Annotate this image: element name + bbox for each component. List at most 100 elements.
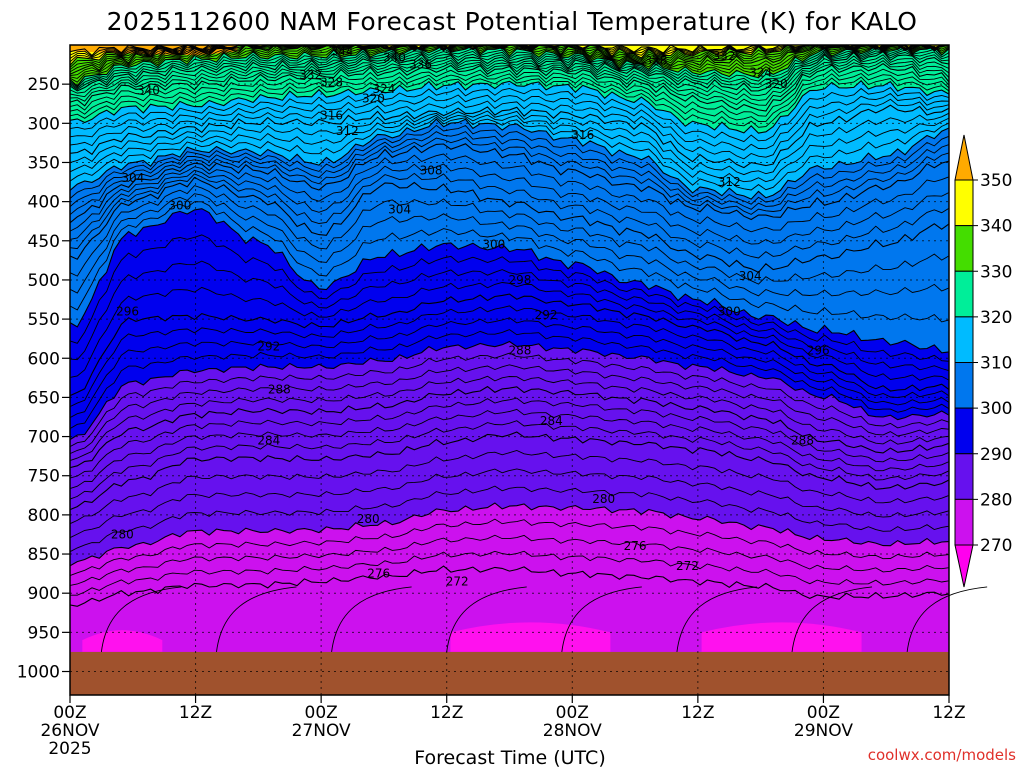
contour-label: 332	[299, 68, 322, 82]
isentrope-312	[69, 118, 950, 200]
contour-label: 304	[739, 269, 762, 283]
contour-label: 288	[268, 383, 291, 397]
isentrope-minor	[69, 87, 950, 143]
colorbar-band-280	[954, 453, 974, 500]
y-tick-label: 500	[28, 271, 60, 291]
chart-title: 2025112600 NAM Forecast Potential Temper…	[107, 7, 918, 36]
colorbar-label: 290	[980, 445, 1012, 465]
isentrope-minor	[69, 153, 950, 233]
y-tick-label: 900	[28, 584, 60, 604]
isentrope-324	[69, 63, 950, 112]
isentrope-minor	[69, 44, 950, 83]
isentrope-minor	[69, 193, 950, 297]
isentrope-minor	[69, 317, 950, 418]
surface-isentrope	[446, 586, 527, 652]
isentrope-minor	[69, 534, 950, 586]
contour-label: 324	[372, 82, 395, 96]
y-tick-label: 650	[28, 388, 60, 408]
contour-label: 324	[749, 65, 772, 79]
y-tick-label: 950	[28, 623, 60, 643]
isentrope-minor	[69, 305, 950, 408]
ground-fill	[70, 651, 949, 695]
colorbar-label: 270	[980, 536, 1012, 556]
x-tick-label: 29NOV	[794, 721, 853, 741]
y-tick-label: 250	[28, 75, 60, 95]
contour-label: 316	[320, 108, 343, 122]
contour-label: 280	[357, 512, 380, 526]
isentrope-minor	[69, 46, 950, 88]
contour-label: 304	[388, 202, 411, 216]
contour-label: 292	[257, 340, 280, 354]
contour-label: 320	[765, 77, 788, 91]
surface-isentrope	[676, 586, 757, 652]
contour-label: 288	[791, 433, 814, 447]
isentrope-332	[69, 44, 950, 87]
contour-label: 272	[446, 574, 469, 588]
contour-label: 288	[509, 343, 532, 357]
isentrope-328	[69, 51, 950, 92]
surface-isentrope	[561, 586, 642, 652]
isentrope-minor	[69, 60, 950, 106]
contour-label: 276	[624, 539, 647, 553]
y-tick-label: 350	[28, 153, 60, 173]
contour-label: 316	[571, 128, 594, 142]
fill-warm-pocket	[450, 622, 611, 652]
colorbar-band-330	[954, 225, 974, 272]
fill-warm-pocket	[701, 622, 862, 652]
isentrope-minor	[69, 260, 950, 372]
colorbar-label: 320	[980, 308, 1012, 328]
isentrope-minor	[69, 131, 950, 210]
surface-isentrope	[791, 586, 873, 652]
isentrope-minor	[69, 72, 950, 122]
x-tick-label: 00Z	[807, 703, 840, 723]
x-tick-label: 28NOV	[543, 721, 602, 741]
y-tick-label: 800	[28, 506, 60, 526]
contour-label: 272	[676, 559, 699, 573]
contour-label: 340	[137, 83, 160, 97]
x-tick-label: 00Z	[53, 703, 86, 723]
y-tick-label: 700	[28, 428, 60, 448]
isentrope-minor	[69, 54, 950, 97]
contour-label: 336	[409, 58, 432, 72]
isentrope-minor	[69, 485, 950, 553]
contour-label: 298	[509, 273, 532, 287]
y-tick-label: 400	[28, 193, 60, 213]
isentrope-304	[69, 176, 950, 274]
y-tick-label: 300	[28, 114, 60, 134]
colorbar: 350 340 330 320 310 300 290 280 270	[954, 134, 1012, 588]
isentrope-minor	[69, 282, 950, 381]
contour-label: 312	[336, 124, 359, 138]
credit-text: coolwx.com/models	[868, 746, 1016, 764]
isentrope-minor	[69, 468, 950, 539]
isentrope-minor	[69, 92, 950, 151]
contour-label: 300	[168, 199, 191, 213]
contour-label: 284	[540, 414, 563, 428]
colorbar-over-arrow	[954, 134, 974, 181]
isentrope-minor	[69, 234, 950, 362]
colorbar-band-300	[954, 362, 974, 409]
isentrope-308	[69, 143, 950, 224]
isentrope-292	[69, 340, 950, 441]
y-tick-label: 750	[28, 467, 60, 487]
colorbar-label: 350	[980, 171, 1012, 191]
surface-isentrope	[216, 586, 297, 652]
surface-isentrope	[331, 586, 412, 652]
colorbar-label: 300	[980, 399, 1012, 419]
isentrope-minor	[69, 44, 950, 76]
contour-label: 300	[482, 238, 505, 252]
isentrope-minor	[69, 329, 950, 429]
isentrope-300	[69, 208, 950, 354]
isentrope-276	[69, 565, 950, 607]
contour-label: 328	[320, 76, 343, 90]
isentrope-minor	[69, 110, 950, 176]
isentrope-minor	[69, 450, 950, 525]
colorbar-label: 330	[980, 262, 1012, 282]
x-tick-label: 12Z	[932, 703, 965, 723]
isentrope-minor	[69, 137, 950, 216]
surface-isentrope	[906, 586, 988, 652]
colorbar-band-290	[954, 407, 974, 455]
isentrope-minor	[69, 420, 950, 500]
contour-label: 280	[111, 527, 134, 541]
